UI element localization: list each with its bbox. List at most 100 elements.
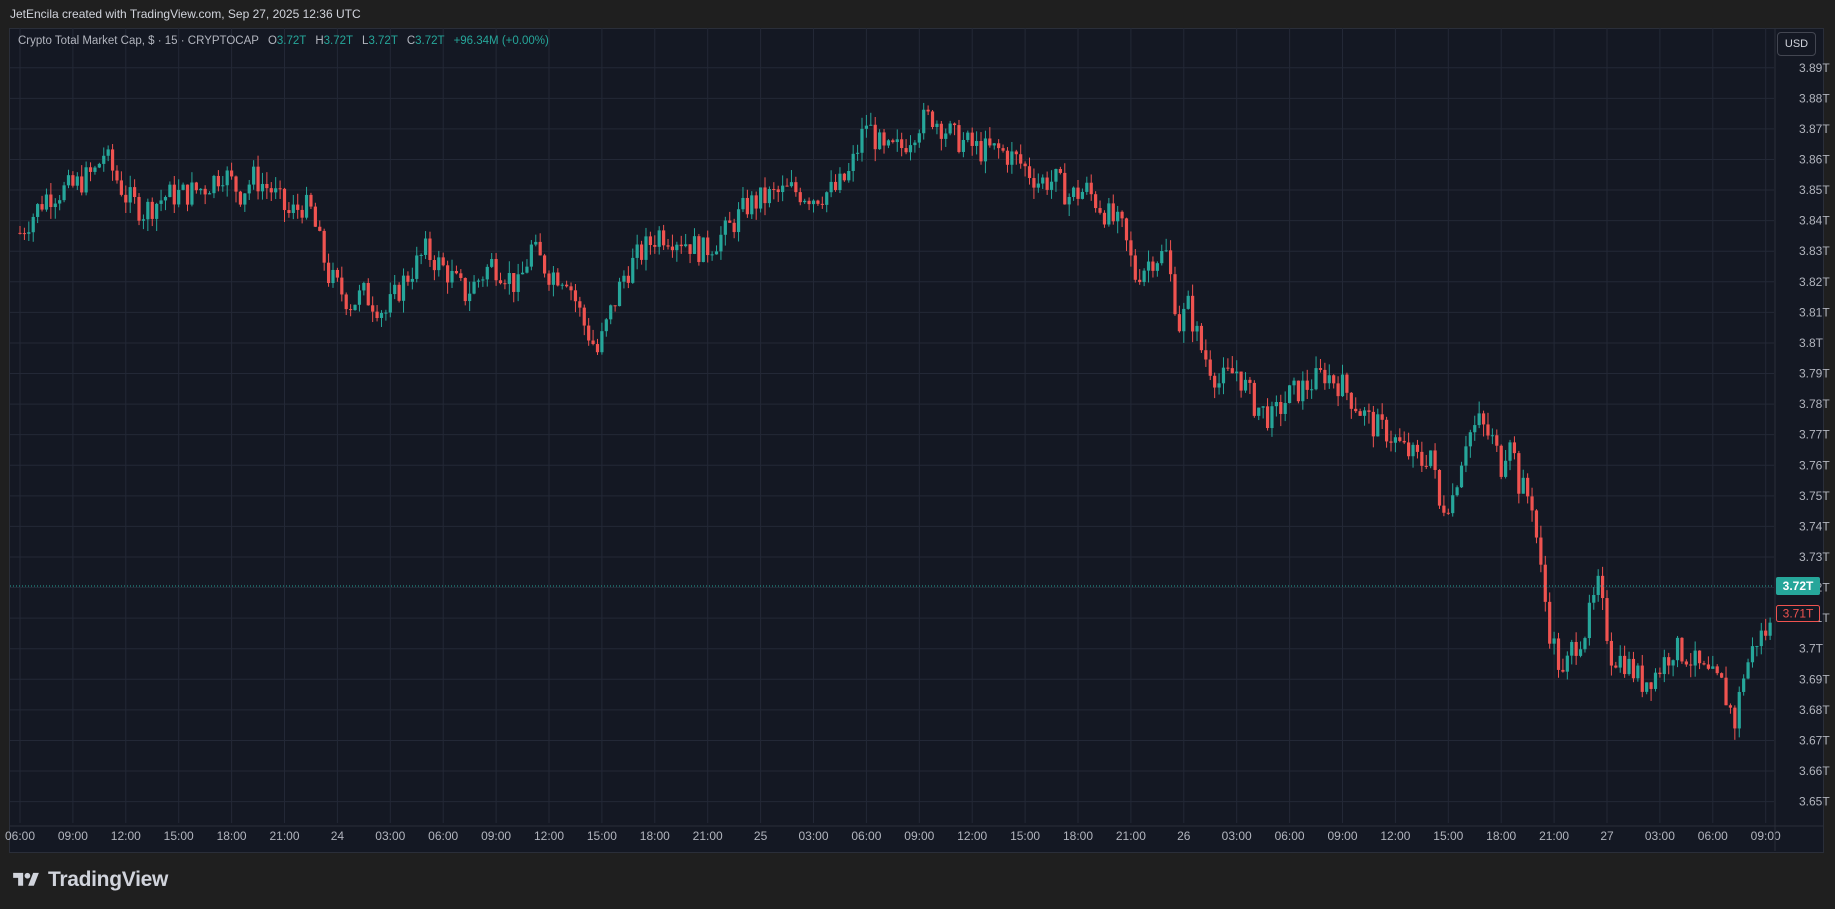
candle-body xyxy=(807,200,811,205)
candle-body xyxy=(177,189,181,205)
currency-button[interactable]: USD xyxy=(1777,32,1816,56)
y-tick-label: 3.76T xyxy=(1799,458,1830,472)
candle-body xyxy=(1310,389,1314,391)
candle-body xyxy=(1094,194,1098,209)
candle-body xyxy=(472,281,476,294)
x-tick-label: 24 xyxy=(331,829,345,843)
candle-body xyxy=(476,280,481,282)
symbol-description[interactable]: Crypto Total Market Cap, $ · 15 · CRYPTO… xyxy=(18,35,259,47)
candle-body xyxy=(1204,350,1208,360)
candle-body xyxy=(49,194,53,208)
candle-body xyxy=(1367,410,1371,412)
candle-body xyxy=(525,266,529,273)
candle-body xyxy=(635,244,639,258)
candle-body xyxy=(454,270,459,274)
candle-body xyxy=(626,275,630,283)
candle-body xyxy=(1257,407,1261,416)
y-tick-label: 3.88T xyxy=(1799,91,1830,105)
candle-body xyxy=(1459,465,1464,488)
candle-body xyxy=(172,184,176,205)
chart-legend: Crypto Total Market Cap, $ · 15 · CRYPTO… xyxy=(18,35,549,47)
candle-body xyxy=(520,272,525,275)
x-tick-label: 12:00 xyxy=(1380,829,1410,843)
chart-panel[interactable] xyxy=(9,28,1824,853)
candle-body xyxy=(684,244,688,247)
candle-body xyxy=(1041,177,1045,184)
candle-body xyxy=(1415,444,1420,452)
candle-body xyxy=(1389,441,1393,443)
open-value: 3.72T xyxy=(276,35,307,47)
candle-body xyxy=(1230,368,1234,374)
candle-body xyxy=(1675,637,1680,661)
y-tick-label: 3.81T xyxy=(1799,305,1830,319)
candle-body xyxy=(1168,250,1173,275)
y-tick-label: 3.73T xyxy=(1799,550,1830,564)
candle-body xyxy=(701,237,705,263)
candle-body xyxy=(1556,638,1561,670)
candle-body xyxy=(1036,183,1040,188)
candle-body xyxy=(719,234,723,252)
candle-body xyxy=(1455,487,1459,496)
x-tick-label: 03:00 xyxy=(375,829,405,843)
candle-body xyxy=(287,210,291,214)
candle-body xyxy=(159,200,163,204)
x-tick-label: 06:00 xyxy=(1275,829,1305,843)
candle-body xyxy=(468,293,472,302)
candle-body xyxy=(891,140,895,143)
candle-body xyxy=(1358,411,1362,416)
candle-body xyxy=(754,195,758,209)
candle-body xyxy=(613,305,617,307)
candle-body xyxy=(291,204,295,214)
tradingview-footer[interactable]: TradingView xyxy=(10,866,168,894)
x-tick-label: 09:00 xyxy=(481,829,511,843)
candle-body xyxy=(1173,274,1177,315)
x-tick-label: 18:00 xyxy=(1063,829,1093,843)
candle-body xyxy=(855,152,860,154)
candle-body xyxy=(1530,496,1534,511)
candle-body xyxy=(150,201,154,219)
candle-body xyxy=(1124,218,1129,241)
candle-body xyxy=(300,209,304,218)
candle-body xyxy=(688,244,692,254)
candle-body xyxy=(1243,379,1248,391)
candle-body xyxy=(979,141,983,162)
candle-body xyxy=(1609,640,1614,666)
candle-body xyxy=(357,290,362,305)
candle-body xyxy=(913,142,917,146)
candle-body xyxy=(58,200,62,204)
candle-body xyxy=(1380,414,1384,420)
candle-body xyxy=(565,284,569,287)
candle-body xyxy=(181,184,185,190)
candle-body xyxy=(675,244,679,251)
candle-body xyxy=(582,307,586,326)
candle-body xyxy=(71,175,75,186)
candle-body xyxy=(908,145,913,153)
candle-body xyxy=(1473,425,1477,433)
x-tick-label: 09:00 xyxy=(1327,829,1357,843)
candle-body xyxy=(1592,594,1596,603)
candle-body xyxy=(384,312,388,314)
candle-body xyxy=(1574,641,1578,656)
candle-body xyxy=(1296,380,1301,402)
candle-body xyxy=(1146,261,1151,271)
candle-body xyxy=(1054,169,1058,182)
candle-body xyxy=(340,277,344,295)
x-tick-label: 21:00 xyxy=(693,829,723,843)
candle-body xyxy=(970,132,974,146)
candle-body xyxy=(1005,150,1010,165)
candle-body xyxy=(1600,575,1605,599)
candle-body xyxy=(1080,191,1085,199)
x-tick-label: 18:00 xyxy=(1486,829,1516,843)
candle-body xyxy=(617,281,622,307)
candle-body xyxy=(591,340,595,345)
candle-body xyxy=(961,139,965,152)
candle-body xyxy=(587,325,591,341)
candle-body xyxy=(1001,148,1005,151)
candle-body xyxy=(115,170,119,181)
candle-body xyxy=(988,138,992,146)
candle-body xyxy=(450,270,454,283)
candle-body xyxy=(1014,151,1018,155)
candle-body xyxy=(1010,151,1014,165)
y-tick-label: 3.65T xyxy=(1799,795,1830,809)
